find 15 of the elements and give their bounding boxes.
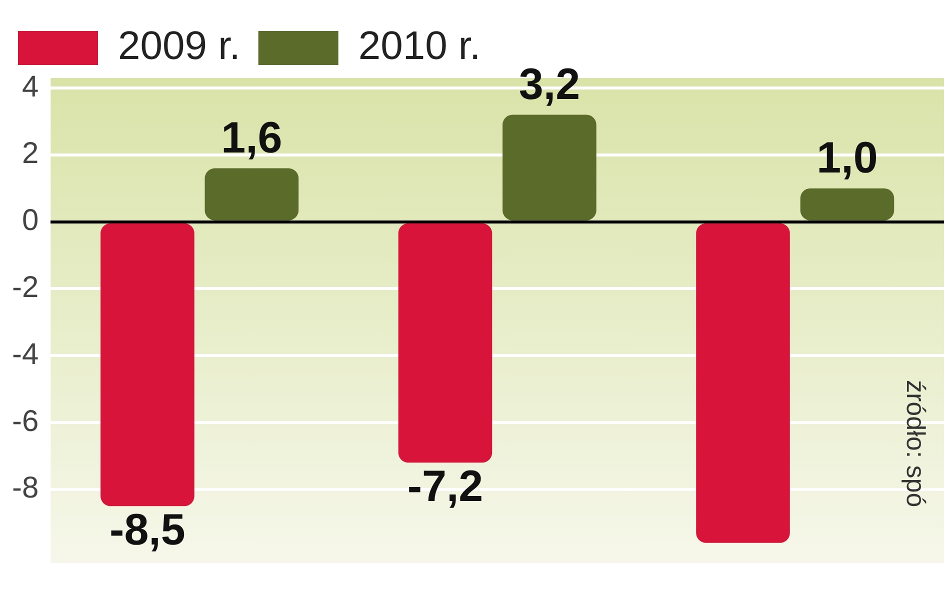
legend-label: 2010 r. xyxy=(358,24,481,68)
y-tick-label: -8 xyxy=(12,472,39,505)
data-label: 1,0 xyxy=(816,134,878,183)
y-tick-label: 4 xyxy=(22,70,39,104)
data-label: -8,5 xyxy=(110,505,186,554)
data-label: -7,2 xyxy=(407,462,484,511)
y-tick-label: -4 xyxy=(12,338,39,371)
y-tick-label: 2 xyxy=(22,137,39,170)
y-tick-label: 0 xyxy=(22,204,39,238)
data-label: 1,6 xyxy=(221,113,282,162)
legend-label: 2009 r. xyxy=(118,24,240,68)
y-tick-label: -6 xyxy=(12,404,39,438)
y-tick-label: -2 xyxy=(12,270,39,304)
data-label: 3,2 xyxy=(518,60,580,109)
annotation: źródło: spó xyxy=(900,380,931,508)
